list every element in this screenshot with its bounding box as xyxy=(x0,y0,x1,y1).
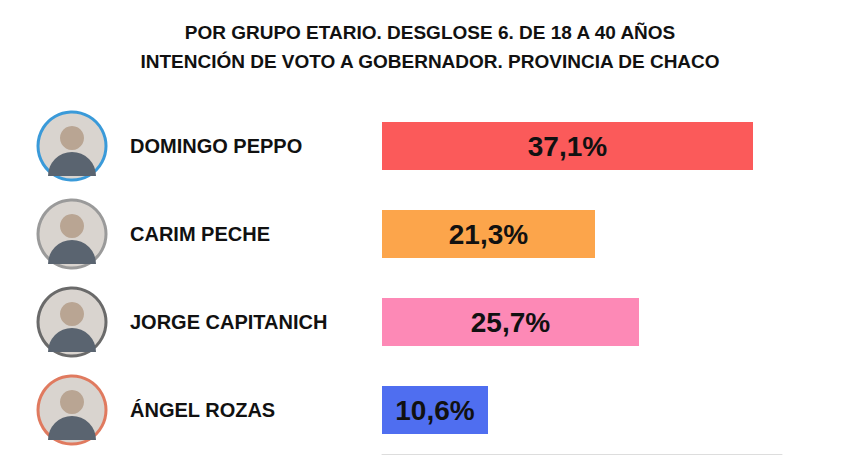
svg-text:DOMINGO PEPPO: DOMINGO PEPPO xyxy=(130,135,302,157)
svg-text:21,3%: 21,3% xyxy=(449,219,528,250)
svg-text:ÁNGEL ROZAS: ÁNGEL ROZAS xyxy=(130,399,275,421)
svg-text:JORGE CAPITANICH: JORGE CAPITANICH xyxy=(130,311,327,333)
svg-text:POR GRUPO ETARIO. DESGLOSE 6.: POR GRUPO ETARIO. DESGLOSE 6. DE 18 A 40… xyxy=(185,22,676,43)
svg-text:37,1%: 37,1% xyxy=(528,131,607,162)
svg-text:CARIM PECHE: CARIM PECHE xyxy=(130,223,270,245)
svg-text:25,7%: 25,7% xyxy=(471,307,550,338)
svg-text:INTENCIÓN DE VOTO A GOBERNADOR: INTENCIÓN DE VOTO A GOBERNADOR. PROVINCI… xyxy=(140,51,719,72)
svg-text:10,6%: 10,6% xyxy=(395,395,474,426)
